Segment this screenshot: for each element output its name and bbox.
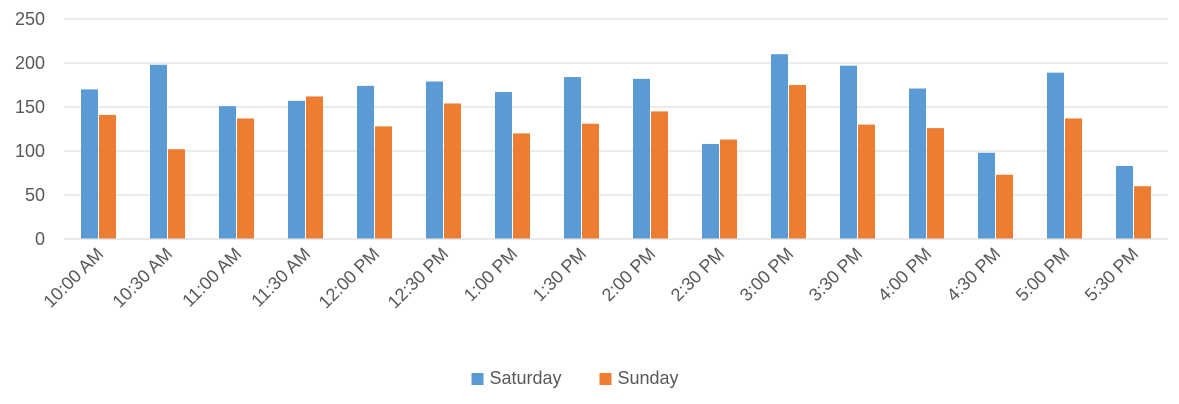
bars [81, 54, 1151, 240]
x-tick-label: 1:00 PM [460, 244, 522, 306]
x-tick-label: 12:30 PM [384, 244, 453, 313]
bar-sunday-5 [444, 103, 461, 239]
x-tick-label: 11:30 AM [247, 244, 314, 311]
bar-saturday-15 [1116, 165, 1133, 239]
y-tick-label: 200 [15, 53, 45, 73]
y-tick-label: 50 [25, 185, 45, 205]
legend-item-saturday: Saturday [471, 368, 562, 388]
x-tick-label: 1:30 PM [529, 244, 591, 306]
bar-sunday-3 [306, 96, 323, 239]
x-tick-label: 2:30 PM [667, 244, 729, 306]
bar-saturday-0 [81, 89, 98, 240]
bar-saturday-9 [702, 143, 719, 239]
bar-saturday-2 [219, 106, 236, 240]
x-tick-label: 4:00 PM [874, 244, 936, 306]
bar-saturday-7 [564, 77, 581, 239]
legend-label: Sunday [618, 368, 679, 388]
legend-swatch [599, 373, 612, 385]
x-tick-label: 10:30 AM [108, 244, 176, 312]
bar-saturday-12 [909, 88, 926, 240]
bar-sunday-8 [651, 111, 668, 239]
bar-sunday-2 [237, 118, 254, 239]
bar-sunday-9 [720, 139, 737, 239]
bar-sunday-7 [582, 123, 599, 239]
x-tick-label: 12:00 PM [315, 244, 384, 313]
bar-saturday-14 [1047, 72, 1064, 240]
bar-saturday-1 [150, 64, 167, 239]
bar-sunday-14 [1065, 118, 1082, 239]
bar-saturday-5 [426, 81, 443, 239]
bar-sunday-0 [99, 114, 116, 239]
y-axis-ticks: 0 50 100 150 200 250 [15, 9, 45, 249]
bar-saturday-4 [357, 85, 374, 239]
x-tick-label: 5:30 PM [1081, 244, 1143, 306]
y-tick-label: 0 [35, 229, 45, 249]
y-tick-label: 100 [15, 141, 45, 161]
x-tick-label: 5:00 PM [1012, 244, 1074, 306]
bar-sunday-10 [789, 85, 806, 239]
y-tick-label: 250 [15, 9, 45, 29]
bar-sunday-1 [168, 149, 185, 239]
legend: Saturday Sunday [471, 368, 679, 388]
bar-sunday-12 [927, 128, 944, 239]
bar-sunday-4 [375, 126, 392, 239]
x-tick-label: 10:00 AM [39, 244, 107, 312]
bar-saturday-3 [288, 100, 305, 239]
bar-sunday-6 [513, 133, 530, 239]
bar-sunday-11 [858, 124, 875, 239]
bar-saturday-11 [840, 65, 857, 239]
legend-label: Saturday [490, 368, 562, 388]
x-tick-label: 2:00 PM [598, 244, 660, 306]
y-tick-label: 150 [15, 97, 45, 117]
legend-item-sunday: Sunday [599, 368, 679, 388]
x-tick-label: 11:00 AM [178, 244, 245, 311]
x-tick-label: 4:30 PM [943, 244, 1005, 306]
bar-saturday-8 [633, 78, 650, 239]
x-tick-label: 3:00 PM [736, 244, 798, 306]
bar-sunday-13 [996, 174, 1013, 239]
bar-saturday-6 [495, 92, 512, 239]
bar-saturday-13 [978, 152, 995, 239]
x-axis-ticks: 10:00 AM 10:30 AM 11:00 AM 11:30 AM 12:00 PM… [39, 244, 1142, 313]
x-tick-label: 3:30 PM [805, 244, 867, 306]
bar-sunday-15 [1134, 186, 1151, 239]
bar-saturday-10 [771, 54, 788, 240]
legend-swatch [471, 373, 484, 385]
